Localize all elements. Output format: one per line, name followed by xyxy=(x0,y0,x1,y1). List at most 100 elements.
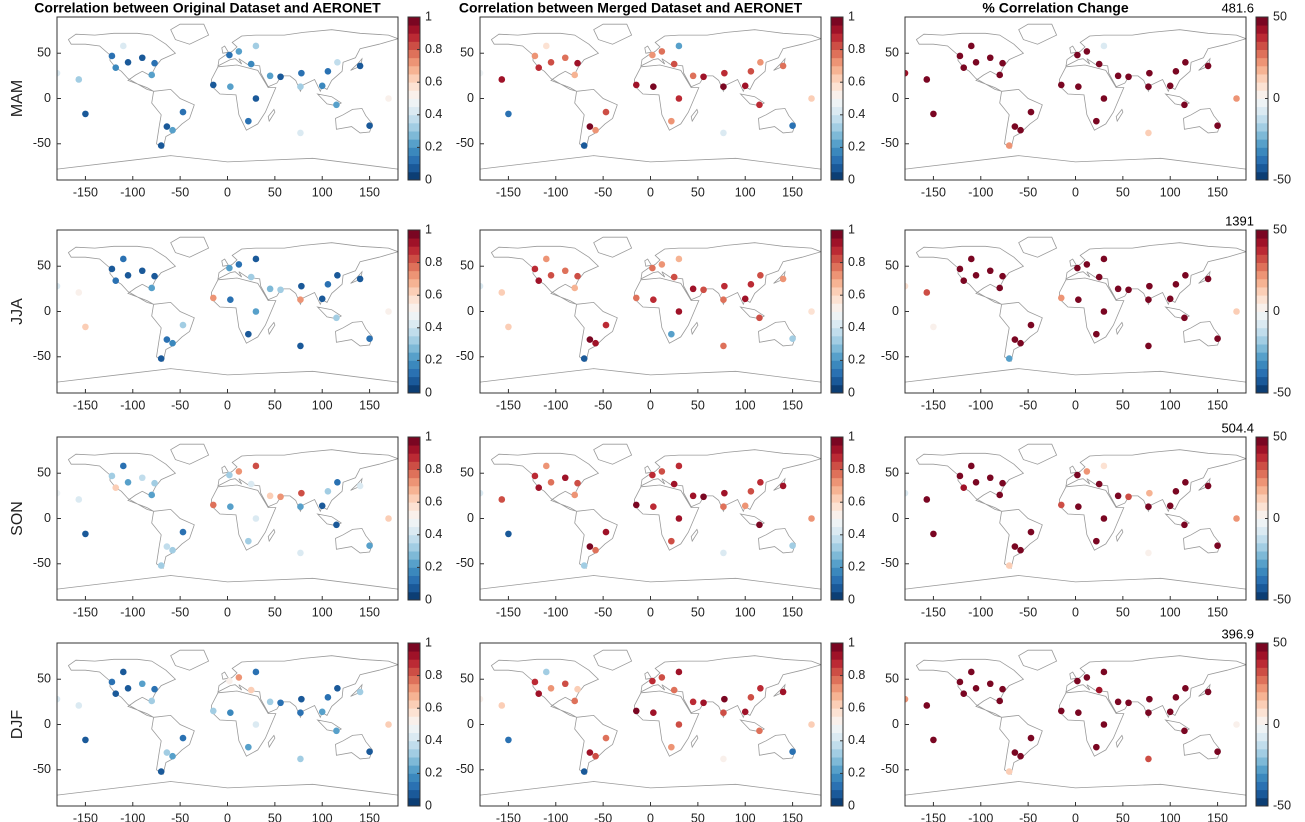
station-point xyxy=(574,479,581,487)
colorbar-step xyxy=(831,122,843,132)
x-tick-label: 100 xyxy=(735,811,756,822)
station-point xyxy=(756,727,763,735)
x-tick-label: -100 xyxy=(120,811,145,822)
station-point xyxy=(297,709,304,717)
colorbar-step xyxy=(831,163,843,173)
station-point xyxy=(498,76,506,83)
colorbar-tick-label: 0.8 xyxy=(425,668,442,682)
station-point xyxy=(235,468,243,475)
station-point xyxy=(741,82,749,90)
station-point xyxy=(498,289,506,296)
colorbar-tick-label: 0.4 xyxy=(848,527,865,541)
station-point xyxy=(169,752,176,760)
colorbar-step xyxy=(831,789,843,799)
station-point xyxy=(1233,308,1240,315)
colorbar-step xyxy=(408,33,420,42)
colorbar-step xyxy=(1256,494,1268,503)
colorbar-step xyxy=(1256,262,1268,272)
station-point xyxy=(999,59,1006,67)
colorbar-step xyxy=(408,453,420,462)
station-point xyxy=(252,42,260,50)
colorbar-tick-label: -50 xyxy=(1273,798,1291,812)
colorbar-step xyxy=(408,147,420,156)
x-tick-label: -100 xyxy=(543,811,568,822)
y-tick-label: 50 xyxy=(460,672,474,686)
station-point xyxy=(986,474,994,482)
colorbar-step xyxy=(831,651,843,660)
row-label: MAM xyxy=(9,80,26,117)
coastline xyxy=(480,649,821,806)
station-point xyxy=(1005,562,1013,569)
colorbar-step xyxy=(831,716,843,725)
colorbar-tick-label: 0.6 xyxy=(425,74,442,88)
station-point xyxy=(956,678,964,686)
station-point xyxy=(632,81,640,89)
station-point xyxy=(543,255,550,263)
colorbar-step xyxy=(1256,139,1268,148)
station-point xyxy=(297,549,304,557)
station-point xyxy=(227,296,234,304)
station-point xyxy=(972,58,980,66)
colorbar-tick-label: 1 xyxy=(848,635,855,649)
colorbar-tick-label: 0.8 xyxy=(848,668,865,682)
station-point xyxy=(163,123,171,130)
colorbar-step xyxy=(1256,797,1268,807)
x-tick-label: -150 xyxy=(921,398,946,412)
station-point xyxy=(757,271,764,279)
station-point xyxy=(245,330,252,338)
station-point xyxy=(75,76,83,83)
colorbar-step xyxy=(831,700,843,709)
x-tick-label: -50 xyxy=(594,605,612,619)
station-point xyxy=(169,546,176,554)
station-point xyxy=(124,478,132,486)
x-tick-label: -150 xyxy=(496,605,521,619)
station-point xyxy=(108,472,116,480)
station-point xyxy=(1114,72,1122,80)
station-point xyxy=(721,69,728,77)
station-point xyxy=(245,117,252,125)
station-point xyxy=(1125,286,1132,294)
station-point xyxy=(1166,82,1174,90)
colorbar-step xyxy=(1256,122,1268,132)
panel-title: % Correlation Change xyxy=(982,0,1128,16)
x-tick-label: 50 xyxy=(691,811,705,822)
y-tick-label: 50 xyxy=(37,46,51,60)
station-point xyxy=(157,355,165,362)
station-point xyxy=(1204,275,1212,283)
station-point xyxy=(356,62,364,70)
colorbar-tick-label: 1 xyxy=(848,9,855,23)
x-tick-label: -150 xyxy=(73,185,98,199)
colorbar-step xyxy=(831,360,843,369)
station-point xyxy=(789,748,796,755)
station-point xyxy=(82,323,89,331)
station-point xyxy=(298,695,305,703)
station-point xyxy=(574,272,581,280)
station-point xyxy=(366,748,373,755)
station-point xyxy=(252,95,260,102)
colorbar-step xyxy=(1256,659,1268,668)
station-point xyxy=(297,129,304,137)
station-point xyxy=(999,685,1006,693)
station-point xyxy=(227,709,234,717)
map-layer xyxy=(57,236,398,393)
station-point xyxy=(333,101,340,109)
station-point xyxy=(675,255,683,263)
map-layer xyxy=(480,443,821,600)
colorbar-step xyxy=(831,17,843,26)
colorbar-step xyxy=(408,246,420,255)
colorbar-step xyxy=(1256,319,1268,329)
station-point xyxy=(700,493,707,501)
station-point xyxy=(1095,60,1103,68)
station-point xyxy=(138,680,146,688)
station-point xyxy=(266,698,274,706)
station-point xyxy=(602,108,610,116)
station-point xyxy=(1005,768,1013,775)
colorbar-step xyxy=(1256,716,1268,725)
y-tick-label: 50 xyxy=(37,672,51,686)
colorbar-step xyxy=(408,765,420,774)
colorbar-step xyxy=(1256,163,1268,173)
station-point xyxy=(632,501,640,509)
colorbar-step xyxy=(408,360,420,369)
y-tick-label: 0 xyxy=(467,717,474,731)
station-point xyxy=(1075,296,1082,304)
